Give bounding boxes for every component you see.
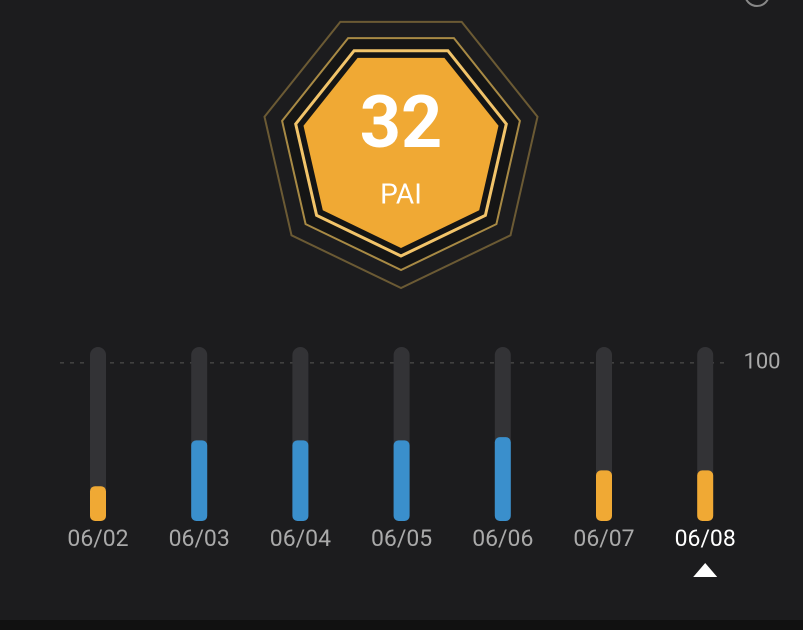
- x-tick-label: 06/07: [573, 525, 634, 552]
- pai-score: 32: [360, 80, 443, 165]
- badge-fill: [303, 57, 499, 249]
- info-circle: [745, 0, 769, 7]
- badge-ring-inner: [294, 49, 508, 258]
- bottom-bar: [0, 620, 803, 630]
- x-tick-label: 06/04: [270, 525, 331, 552]
- bar: [393, 440, 410, 521]
- pai-badge: [263, 20, 539, 290]
- bar: [494, 437, 511, 521]
- pai-label: PAI: [380, 177, 422, 210]
- bar: [596, 470, 612, 521]
- y-tick-label: 100: [743, 350, 780, 375]
- bar: [191, 440, 208, 521]
- bar: [697, 470, 714, 521]
- x-tick-label: 06/02: [67, 525, 128, 552]
- x-tick-label: 06/03: [169, 525, 230, 552]
- info-icon[interactable]: [745, 0, 769, 7]
- bar: [90, 486, 106, 521]
- bar-track: [90, 347, 106, 521]
- badge-ring-outer: [263, 20, 539, 290]
- selected-indicator: [693, 563, 718, 577]
- x-tick-label: 06/06: [472, 525, 533, 552]
- bar: [292, 440, 309, 521]
- x-tick-label: 06/05: [371, 525, 432, 552]
- x-tick-label: 06/08: [675, 525, 736, 552]
